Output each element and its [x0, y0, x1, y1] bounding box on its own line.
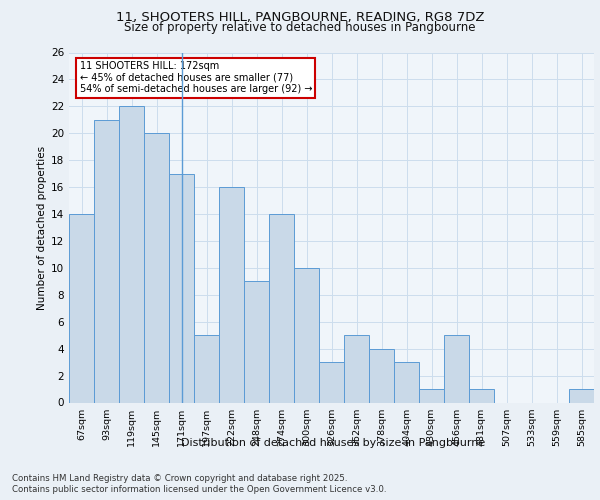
Bar [69, 214, 94, 402]
Text: Contains public sector information licensed under the Open Government Licence v3: Contains public sector information licen… [12, 485, 386, 494]
Bar [444, 335, 469, 402]
Bar [419, 389, 444, 402]
Y-axis label: Number of detached properties: Number of detached properties [37, 146, 47, 310]
Bar [269, 214, 294, 402]
Bar [319, 362, 344, 403]
Bar [294, 268, 319, 402]
Bar [369, 348, 394, 403]
Bar [569, 389, 594, 402]
Text: Size of property relative to detached houses in Pangbourne: Size of property relative to detached ho… [124, 21, 476, 34]
Bar [119, 106, 144, 403]
Bar [169, 174, 194, 402]
Bar [344, 335, 369, 402]
Bar [244, 282, 269, 403]
Bar [144, 134, 169, 402]
Text: Contains HM Land Registry data © Crown copyright and database right 2025.: Contains HM Land Registry data © Crown c… [12, 474, 347, 483]
Text: 11 SHOOTERS HILL: 172sqm
← 45% of detached houses are smaller (77)
54% of semi-d: 11 SHOOTERS HILL: 172sqm ← 45% of detach… [79, 61, 312, 94]
Text: Distribution of detached houses by size in Pangbourne: Distribution of detached houses by size … [181, 438, 485, 448]
Text: 11, SHOOTERS HILL, PANGBOURNE, READING, RG8 7DZ: 11, SHOOTERS HILL, PANGBOURNE, READING, … [116, 11, 484, 24]
Bar [194, 335, 219, 402]
Bar [219, 187, 244, 402]
Bar [394, 362, 419, 403]
Bar [469, 389, 494, 402]
Bar [94, 120, 119, 403]
